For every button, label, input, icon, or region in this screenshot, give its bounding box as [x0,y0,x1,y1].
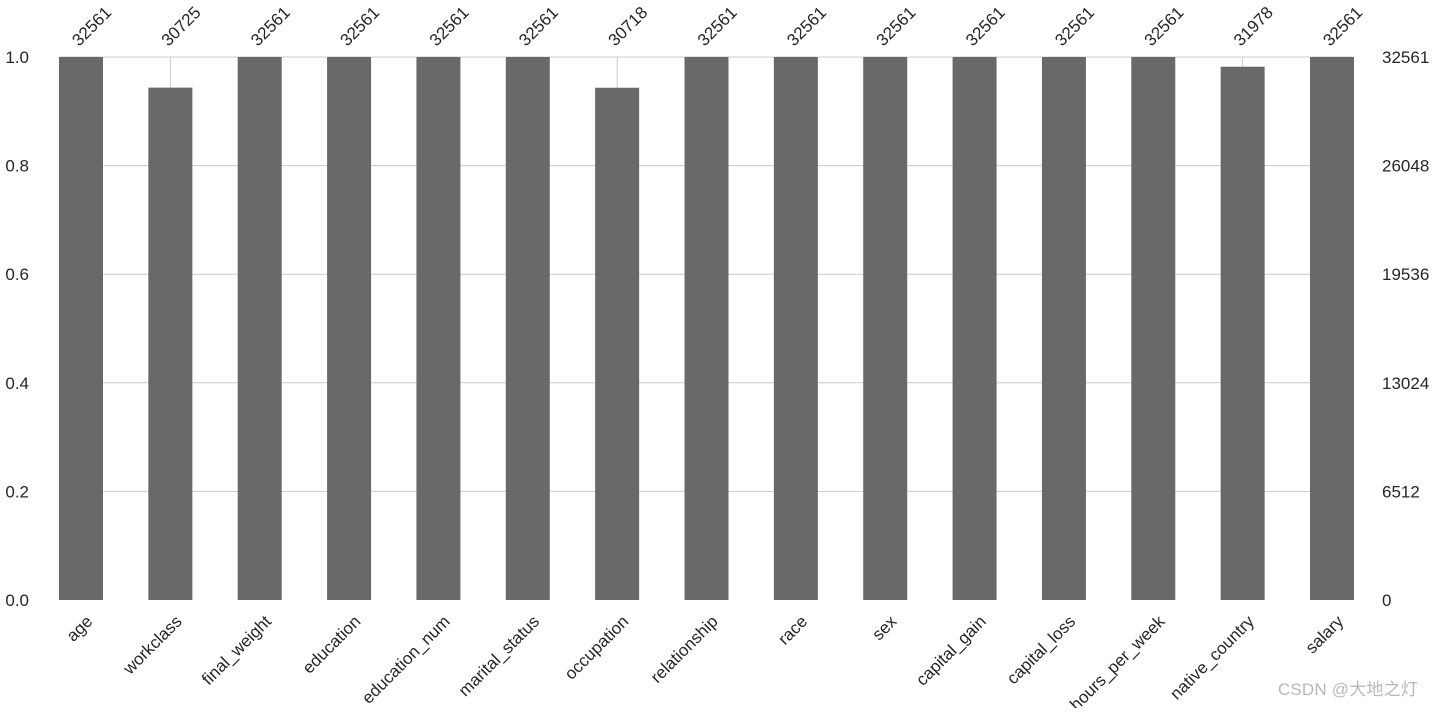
count-label: 32561 [336,3,383,50]
count-label: 31978 [1230,3,1277,50]
top-count-labels: 32561 30725 32561 32561 32561 32561 30718 32561… [68,3,1366,50]
watermark: CSDN @大地之灯 [1277,680,1418,699]
bar-education [327,57,372,600]
right-tick-label: 13024 [1382,374,1429,393]
left-tick-label: 0.2 [5,482,29,501]
bar-sex [863,57,908,600]
left-tick-label: 0.0 [5,591,29,610]
left-tick-label: 0.8 [5,157,29,176]
bars [59,57,1354,600]
count-label: 32561 [426,3,473,50]
bar-salary [1310,57,1354,600]
x-tick-label: marital_status [455,612,543,700]
x-tick-label: salary [1302,612,1348,658]
count-label: 32561 [962,3,1009,50]
count-label: 30718 [605,3,652,50]
left-tick-label: 1.0 [5,48,29,67]
count-label: 30725 [158,3,205,50]
x-tick-label: education [299,612,365,678]
count-label: 32561 [1051,3,1098,50]
count-label: 32561 [783,3,830,50]
right-tick-label: 0 [1382,591,1391,610]
bar-final-weight [237,57,282,600]
left-tick-label: 0.6 [5,265,29,284]
x-tick-label: capital_loss [1003,612,1079,688]
count-label: 32561 [1141,3,1188,50]
count-label: 32561 [247,3,294,50]
bar-age [59,57,103,600]
count-label: 32561 [68,3,115,50]
right-tick-label: 19536 [1382,265,1429,284]
count-label: 32561 [694,3,741,50]
x-tick-label: workclass [119,612,186,679]
x-tick-label: hours_per_week [1066,612,1169,708]
bar-occupation [595,87,640,600]
right-tick-label: 6512 [1382,482,1420,501]
bar-marital-status [505,57,550,600]
count-label: 32561 [873,3,920,50]
bar-race [773,57,818,600]
x-tick-label: native_country [1166,612,1258,704]
bar-education-num [416,57,461,600]
left-y-axis: 0.0 0.2 0.4 0.6 0.8 1.0 [5,48,29,610]
count-label: 32561 [515,3,562,50]
left-tick-label: 0.4 [5,374,29,393]
bar-hours-per-week [1131,57,1176,600]
x-tick-label: final_weight [198,612,275,689]
right-y-axis: 0 6512 13024 19536 26048 32561 [1382,48,1429,610]
bar-workclass [148,87,193,600]
x-tick-label: race [774,612,811,649]
x-tick-label: capital_gain [912,612,990,690]
right-tick-label: 32561 [1382,48,1429,67]
x-tick-label: age [63,612,96,645]
bar-native-country [1220,66,1265,600]
x-tick-label: relationship [647,612,722,687]
count-label: 32561 [1319,3,1366,50]
count-label-connectors [169,57,1244,88]
x-tick-label: sex [868,612,900,644]
right-tick-label: 26048 [1382,157,1429,176]
bar-relationship [684,57,729,600]
x-axis-labels: age workclass final_weight educationeducati… [63,612,1348,713]
bar-capital-gain [952,57,997,600]
bar-capital-loss [1041,57,1086,600]
x-tick-label: occupation [561,612,633,684]
x-tick-label: education_num [358,612,454,708]
